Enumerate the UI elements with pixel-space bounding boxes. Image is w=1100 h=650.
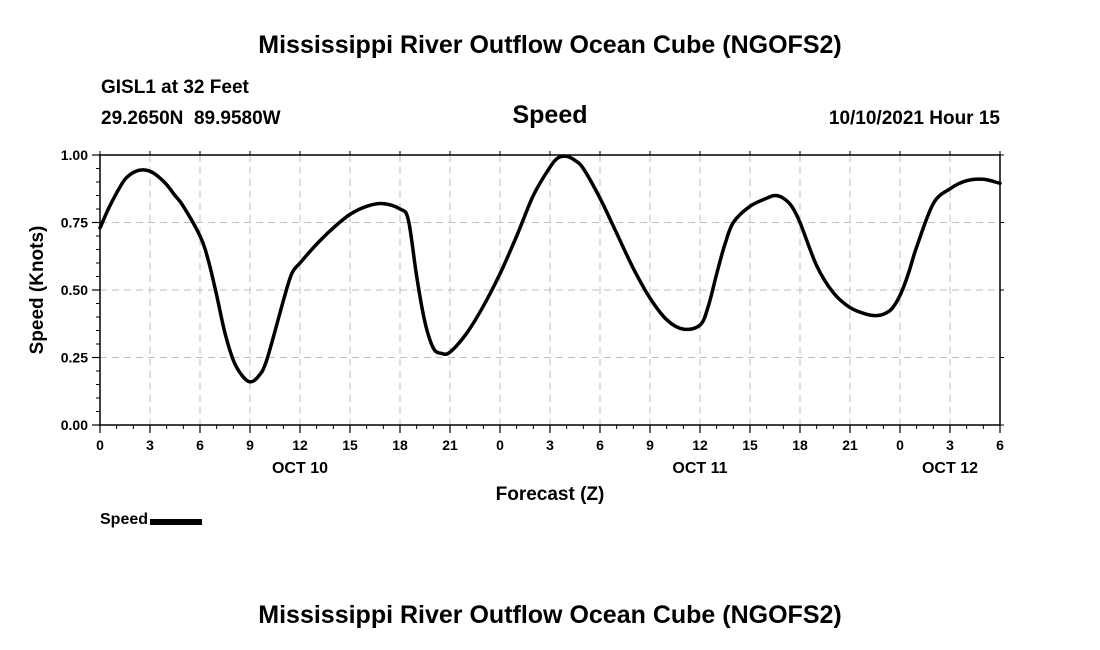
x-date-label: OCT 12 — [922, 460, 978, 477]
x-tick-label: 6 — [196, 437, 204, 453]
y-tick-label: 0.25 — [61, 350, 88, 366]
forecast-time: 10/10/2021 Hour 15 — [828, 108, 1000, 129]
x-tick-label: 9 — [246, 437, 254, 453]
x-tick-label: 0 — [496, 437, 504, 453]
x-tick-label: 0 — [96, 437, 104, 453]
x-tick-label: 15 — [342, 437, 358, 453]
x-tick-label: 3 — [946, 437, 954, 453]
x-tick-label: 21 — [442, 437, 458, 453]
x-date-label: OCT 11 — [672, 460, 727, 477]
y-tick-label: 0.00 — [61, 417, 88, 433]
legend: Speed — [100, 511, 203, 529]
y-tick-label: 0.50 — [61, 282, 88, 298]
x-tick-label: 6 — [996, 437, 1004, 453]
x-tick-label: 3 — [546, 437, 554, 453]
legend-line-swatch — [150, 519, 203, 525]
x-tick-label: 18 — [392, 437, 408, 453]
chart-title: Speed — [512, 101, 588, 129]
y-tick-label: 1.00 — [61, 147, 88, 163]
x-tick-label: 0 — [896, 437, 904, 453]
plot-frame — [99, 154, 1001, 426]
x-tick-label: 6 — [596, 437, 604, 453]
legend-label: Speed — [100, 511, 149, 528]
station-name: GISL1 at 32 Feet — [101, 77, 249, 98]
x-tick-label: 15 — [742, 437, 758, 453]
station-coordinates: 29.2650N 89.9580W — [101, 108, 281, 129]
x-tick-label: 3 — [146, 437, 154, 453]
x-tick-label: 12 — [692, 437, 708, 453]
page-footer-title: Mississippi River Outflow Ocean Cube (NG… — [258, 601, 842, 629]
y-axis-title: Speed (Knots) — [27, 226, 48, 355]
x-axis-title: Forecast (Z) — [496, 484, 605, 505]
y-tick-label: 0.75 — [61, 215, 88, 231]
speed-series-line — [98, 154, 1002, 384]
x-tick-label: 18 — [792, 437, 808, 453]
x-tick-label: 9 — [646, 437, 654, 453]
page-title: Mississippi River Outflow Ocean Cube (NG… — [258, 31, 842, 59]
x-tick-label: 21 — [842, 437, 858, 453]
x-date-label: OCT 10 — [272, 460, 328, 477]
x-tick-label: 12 — [292, 437, 308, 453]
